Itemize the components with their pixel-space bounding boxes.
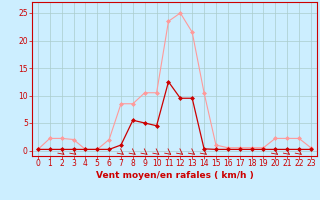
X-axis label: Vent moyen/en rafales ( km/h ): Vent moyen/en rafales ( km/h ) (96, 171, 253, 180)
